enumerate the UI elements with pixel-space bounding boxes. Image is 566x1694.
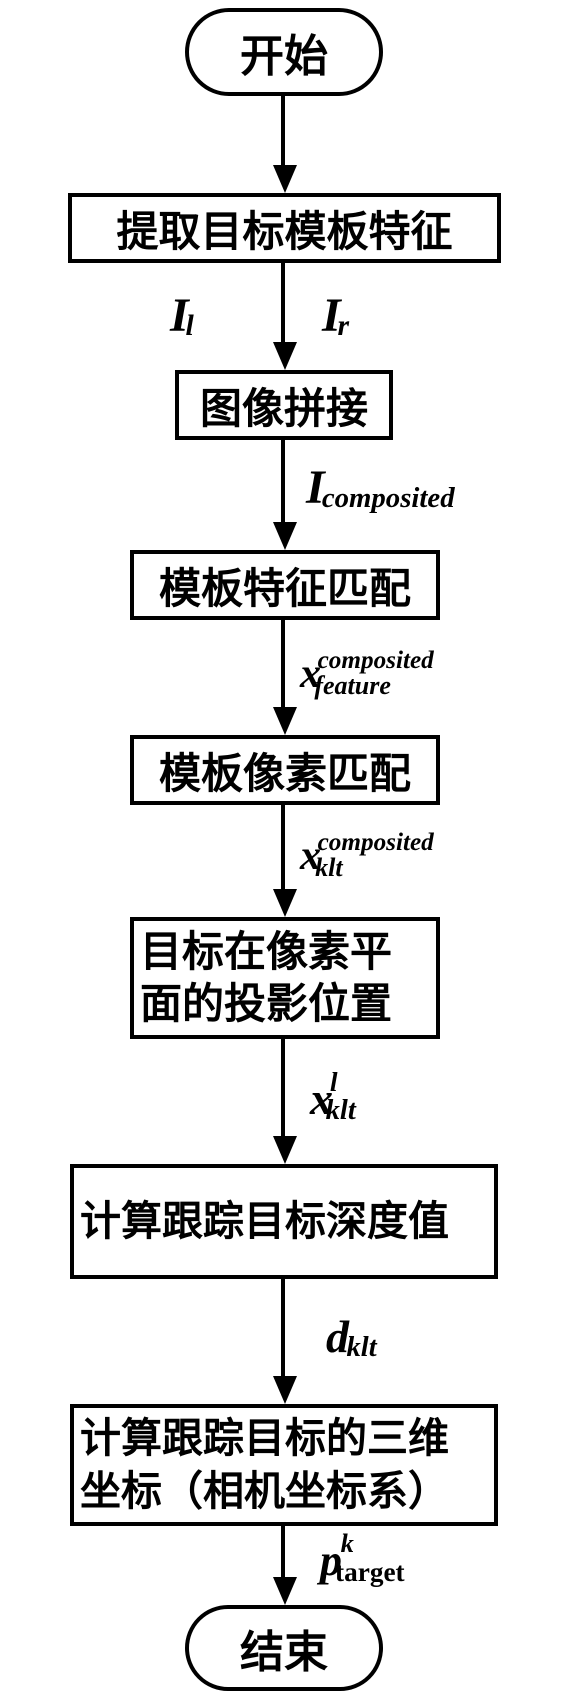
edge-n3-n4 [281,620,286,707]
arrowhead-n5-n6 [273,1136,297,1164]
edge-start-n1 [281,96,286,165]
terminal-start-label: 开始 [240,20,328,84]
edge-label-n7-end-0: pktarget [320,1535,342,1586]
process-feature-matching: 模板特征匹配 [130,550,440,620]
arrowhead-n1-n2 [273,342,297,370]
edge-n5-n6 [281,1039,286,1136]
arrowhead-n4-n5 [273,889,297,917]
edge-label-n3-n4-0: xcompositedfeature [300,650,321,698]
arrowhead-n2-n3 [273,522,297,550]
flowchart-canvas: { "layout": { "canvas": { "w": 566, "h":… [0,0,566,1694]
terminal-end: 结束 [185,1605,383,1691]
arrowhead-n7-end [273,1577,297,1605]
process-compute-3d-coords: 计算跟踪目标的三维 坐标（相机坐标系） [70,1404,498,1526]
arrowhead-n6-n7 [273,1376,297,1404]
edge-n4-n5 [281,805,286,889]
process-extract-template-features: 提取目标模板特征 [68,193,501,263]
process-compute-depth: 计算跟踪目标深度值 [70,1164,498,1279]
terminal-start: 开始 [185,8,383,96]
arrowhead-start-n1 [273,165,297,193]
edge-label-n2-n3-0: Icomposited [306,460,325,515]
arrowhead-n3-n4 [273,707,297,735]
n2-label: 图像拼接 [200,375,368,436]
edge-n1-n2 [281,263,286,342]
process-projection-position: 目标在像素平 面的投影位置 [130,917,440,1039]
edge-n7-end [281,1526,286,1577]
terminal-end-label: 结束 [240,1616,328,1680]
process-pixel-matching: 模板像素匹配 [130,735,440,805]
process-image-stitching: 图像拼接 [175,370,393,440]
edge-label-n6-n7-0: dklt [326,1310,349,1363]
n3-label: 模板特征匹配 [159,555,411,616]
n6-label: 计算跟踪目标深度值 [80,1195,449,1248]
n7-label: 计算跟踪目标的三维 坐标（相机坐标系） [80,1412,449,1519]
edge-label-n4-n5-0: xcompositedklt [300,832,321,880]
n1-label: 提取目标模板特征 [116,198,452,259]
edge-label-n1-n2-1: Ir [322,288,341,343]
n4-label: 模板像素匹配 [159,740,411,801]
n5-label: 目标在像素平 面的投影位置 [140,926,392,1031]
edge-n2-n3 [281,440,286,522]
edge-label-n1-n2-0: Il [170,288,189,343]
edge-label-n5-n6-0: xlklt [310,1072,333,1125]
edge-n6-n7 [281,1279,286,1376]
